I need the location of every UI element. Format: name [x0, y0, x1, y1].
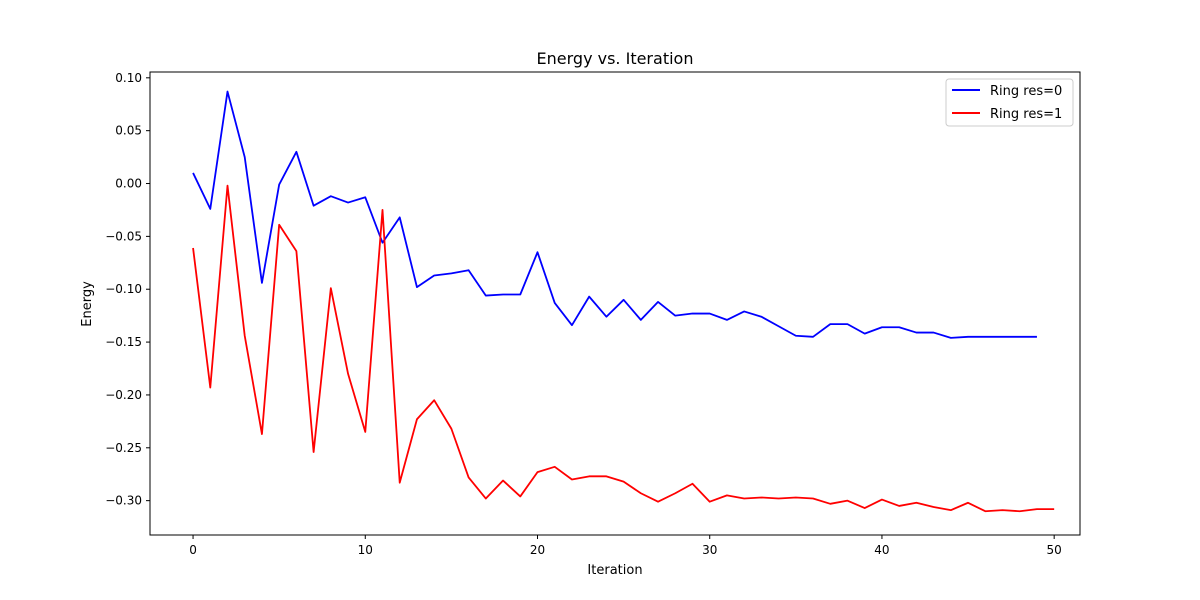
x-tick-label: 0: [189, 543, 197, 557]
legend-label-series-2: Ring res=1: [990, 107, 1062, 122]
x-tick-label: 40: [874, 543, 889, 557]
y-tick-label: −0.30: [105, 494, 142, 508]
legend: Ring res=0 Ring res=1: [945, 78, 1074, 127]
x-tick-label: 30: [702, 543, 717, 557]
x-tick-label: 10: [358, 543, 373, 557]
y-tick-label: −0.25: [105, 441, 142, 455]
y-axis-title: Energy: [80, 281, 95, 327]
y-tick-label: −0.20: [105, 388, 142, 402]
y-tick-label: −0.10: [105, 282, 142, 296]
chart-title: Energy vs. Iteration: [537, 49, 694, 68]
x-axis: 0 10 20 30 40 50: [189, 535, 1062, 557]
y-tick-label: −0.05: [105, 229, 142, 243]
y-tick-label: 0.10: [115, 71, 142, 85]
y-tick-label: 0.00: [115, 177, 142, 191]
series-line-2: [192, 184, 1055, 513]
series-layer: [192, 90, 1055, 513]
x-tick-label: 50: [1047, 543, 1062, 557]
y-tick-label: 0.05: [115, 124, 142, 138]
x-axis-title: Iteration: [587, 563, 642, 578]
plot-area: [149, 71, 1081, 536]
y-axis: 0.10 0.05 0.00 −0.05 −0.10 −0.15 −0.20 −0.25 −0.…: [105, 71, 150, 508]
legend-label-series-1: Ring res=0: [990, 84, 1062, 99]
plot-frame: [149, 71, 1081, 536]
series-line-1: [192, 90, 1037, 339]
x-tick-label: 20: [530, 543, 545, 557]
y-tick-label: −0.15: [105, 335, 142, 349]
